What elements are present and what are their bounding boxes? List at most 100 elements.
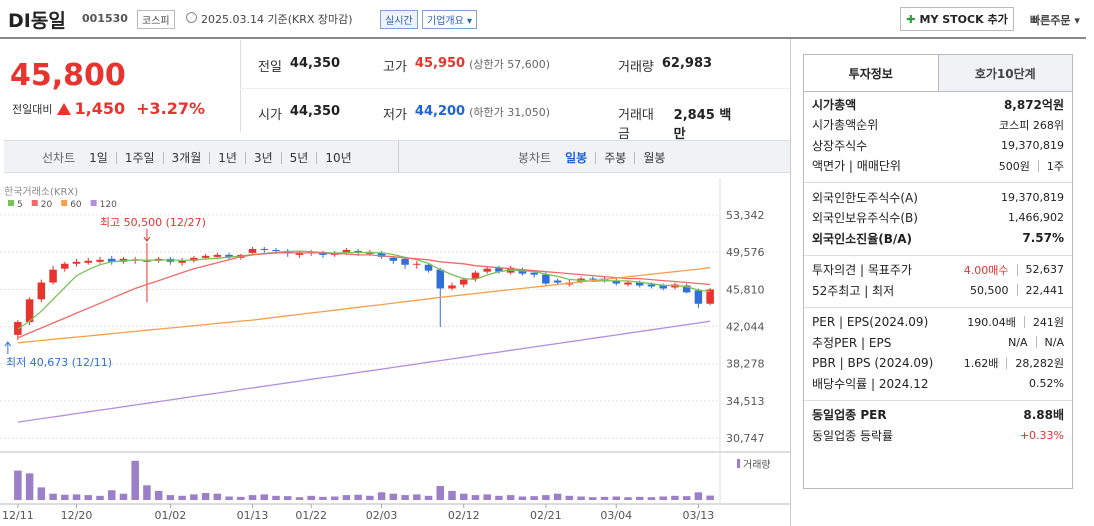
separator bbox=[316, 151, 318, 164]
quick-order[interactable]: 빠른주문 ▾ bbox=[1030, 14, 1080, 27]
side-values: 코스피 268위 bbox=[999, 117, 1064, 133]
mystock-button[interactable]: ✚ MY STOCK 추가 bbox=[900, 7, 1014, 31]
volume-bar bbox=[14, 470, 22, 500]
period-tab[interactable]: 1주일 bbox=[124, 151, 155, 165]
side-row: PER | EPS(2024.09) 190.04배 241원 bbox=[812, 312, 1064, 333]
period-tab[interactable]: 10년 bbox=[325, 151, 352, 165]
change-label: 전일대비 bbox=[12, 102, 53, 116]
candle-body bbox=[553, 280, 562, 283]
candle-body bbox=[436, 269, 445, 289]
period-tab[interactable]: 3년 bbox=[253, 151, 273, 165]
side-values: 7.57% bbox=[1022, 231, 1064, 245]
side-row: 외국인한도주식수(A) 19,370,819 bbox=[812, 187, 1064, 208]
side-label: 외국인소진율(B/A) bbox=[812, 231, 913, 246]
side-row: 외국인소진율(B/A) 7.57% bbox=[812, 228, 1064, 249]
volume-bar bbox=[354, 494, 362, 500]
candle-tabs: 봉차트 일봉 주봉 월봉 bbox=[518, 149, 665, 166]
volume-bar bbox=[143, 485, 151, 500]
realtime-badge[interactable]: 실시간 bbox=[380, 10, 418, 29]
candle-body bbox=[530, 272, 538, 275]
candle-tab[interactable]: 월봉 bbox=[643, 151, 666, 165]
side-row: 시가총액순위 코스피 268위 bbox=[812, 115, 1064, 136]
side-values: 4.00매수 52,637 bbox=[964, 262, 1064, 278]
side-value: 1주 bbox=[1046, 159, 1064, 173]
volume-bar bbox=[248, 495, 257, 500]
period-tab[interactable]: 5년 bbox=[289, 151, 309, 165]
period-tab[interactable]: 1일 bbox=[89, 151, 108, 165]
side-row: 외국인보유주식수(B) 1,466,902 bbox=[812, 208, 1064, 229]
candle-body bbox=[96, 259, 104, 262]
y-tick-label: 34,513 bbox=[726, 395, 765, 408]
x-tick-label: 03/04 bbox=[600, 509, 632, 522]
candle-body bbox=[37, 282, 46, 300]
overview-button[interactable]: 기업개요 ▾ bbox=[422, 10, 478, 29]
side-section: 시가총액 8,872억원 시가총액순위 코스피 268위 상장주식수 19,370,819… bbox=[804, 90, 1072, 183]
side-row: 추정PER | EPS N/A N/A bbox=[812, 332, 1064, 353]
ma-line bbox=[17, 252, 711, 339]
side-value: 7.57% bbox=[1022, 231, 1064, 246]
line-tabs: 선차트 1일 1주일 3개월 1년 3년 5년 10년 bbox=[42, 149, 352, 166]
volume-bar bbox=[119, 493, 128, 500]
candle-body bbox=[248, 248, 257, 253]
period-tab[interactable]: 3개월 bbox=[171, 151, 202, 165]
volume-bar bbox=[624, 497, 632, 500]
x-tick-label: 02/21 bbox=[530, 509, 562, 522]
volume-bar bbox=[72, 494, 81, 500]
candle-tab[interactable]: 주봉 bbox=[604, 151, 627, 165]
volume-bar bbox=[25, 473, 34, 500]
ma-line bbox=[17, 320, 711, 423]
quote-value: 44,350 bbox=[289, 56, 341, 71]
legend-label: 20 bbox=[41, 200, 53, 210]
side-value: 8,872억원 bbox=[1003, 97, 1064, 112]
quote-cell: 저가 44,200 (하한가 31,050) bbox=[383, 104, 618, 142]
separator bbox=[595, 151, 597, 164]
candle-body bbox=[25, 299, 34, 323]
volume-bar bbox=[483, 494, 491, 500]
quote-label: 거래량 bbox=[618, 60, 654, 75]
side-values: 19,370,819 bbox=[1001, 191, 1064, 204]
quote-row: 시가 44,350 저가 44,200 (하한가 31,050) 거래대금 2,845 백만 bbox=[258, 104, 743, 142]
separator bbox=[634, 151, 636, 164]
candle-body bbox=[483, 268, 491, 272]
line-chart-label: 선차트 bbox=[42, 151, 76, 165]
side-values: 8.88배 bbox=[1023, 406, 1064, 423]
candle-body bbox=[424, 264, 433, 271]
candle-body bbox=[107, 258, 116, 262]
volume-bar bbox=[342, 495, 351, 500]
side-value: 28,282원 bbox=[1015, 356, 1064, 370]
quote-divider bbox=[240, 40, 241, 132]
quote-cell: 전일 44,350 bbox=[258, 56, 383, 75]
separator bbox=[162, 151, 164, 164]
volume-bar bbox=[61, 494, 69, 500]
volume-bar bbox=[166, 495, 175, 500]
volume-bar bbox=[213, 493, 222, 500]
volume-bar bbox=[600, 496, 609, 500]
side-tab[interactable]: 호가10단계 bbox=[937, 55, 1072, 91]
volume-bar bbox=[565, 495, 574, 500]
candle-body bbox=[201, 255, 210, 258]
volume-bar bbox=[283, 496, 292, 500]
side-label: PER | EPS(2024.09) bbox=[812, 314, 929, 329]
side-label: 배당수익률 | 2024.12 bbox=[812, 376, 929, 391]
side-value: 241원 bbox=[1032, 315, 1064, 329]
side-value: N/A bbox=[1008, 335, 1028, 349]
side-label: 시가총액순위 bbox=[812, 118, 879, 133]
legend-label: 5 bbox=[17, 200, 23, 210]
ma-line bbox=[17, 250, 711, 330]
candle-body bbox=[401, 258, 409, 265]
quote-cell: 고가 45,950 (상한가 57,600) bbox=[383, 56, 618, 75]
side-tabs: 투자정보 호가10단계 bbox=[803, 54, 1073, 92]
volume-bar bbox=[37, 487, 46, 500]
volume-bar bbox=[84, 495, 93, 500]
separator bbox=[1037, 159, 1039, 172]
quote-label: 거래대금 bbox=[618, 108, 654, 142]
period-tab[interactable]: 1년 bbox=[218, 151, 237, 165]
side-tab[interactable]: 투자정보 bbox=[804, 55, 938, 91]
volume-bar bbox=[553, 493, 562, 500]
volume-bar bbox=[377, 492, 386, 500]
stock-name: DI동일 bbox=[8, 10, 66, 32]
quote-value: 2,845 백만 bbox=[673, 108, 732, 142]
low-arrow-head bbox=[4, 341, 12, 347]
side-label: 외국인한도주식수(A) bbox=[812, 190, 918, 205]
candle-tab[interactable]: 일봉 bbox=[565, 151, 588, 165]
